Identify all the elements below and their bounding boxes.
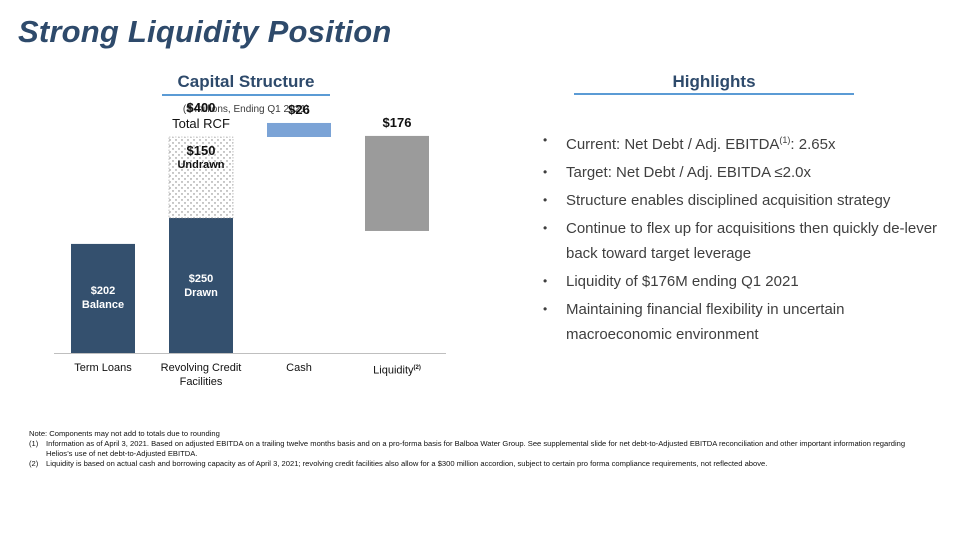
- highlight-footnote-ref: (1): [779, 135, 791, 145]
- highlight-text: Structure enables disciplined acquisitio…: [566, 192, 891, 209]
- bar-segment-label-1: $250 Drawn: [169, 272, 233, 300]
- highlight-item: • Structure enables disciplined acquisiti…: [540, 188, 940, 213]
- bar-segment-text-2: Undrawn: [177, 159, 225, 171]
- capital-structure-heading: Capital Structure: [177, 72, 315, 91]
- bar-segment-3: [267, 122, 331, 137]
- bar-segment-value-1: $250: [188, 272, 214, 285]
- bullet-icon: •: [543, 165, 548, 179]
- highlights-rule: [574, 93, 854, 95]
- highlight-text: Continue to flex up for acquisitions the…: [566, 220, 938, 262]
- bullet-icon: •: [543, 193, 548, 207]
- footnotes: Note: Components may not add to totals d…: [29, 429, 929, 469]
- bar-segment-label-0: $202 Balance: [71, 284, 135, 312]
- footnote-item: (1) Information as of April 3, 2021. Base…: [29, 439, 929, 459]
- highlight-text-suffix: : 2.65x: [790, 136, 836, 153]
- category-label-2: Cash: [286, 362, 312, 374]
- top-label-2: $176: [347, 115, 447, 131]
- highlight-item: • Target: Net Debt / Adj. EBITDA ≤2.0x: [540, 160, 940, 185]
- page-title: Strong Liquidity Position: [18, 14, 392, 49]
- highlight-item: • Liquidity of $176M ending Q1 2021: [540, 269, 940, 294]
- capital-structure-subtitle: ($ millions, Ending Q1 2021): [182, 104, 310, 115]
- bar-segment-value-2: $150: [186, 143, 216, 158]
- category-label-1: Revolving Credit Facilities: [160, 362, 242, 388]
- footnote-header: Note: Components may not add to totals d…: [29, 429, 220, 438]
- top-label-value-2: $176: [382, 114, 412, 130]
- footnote-number: (2): [29, 459, 39, 468]
- bar-segment-text-1: Drawn: [184, 286, 218, 299]
- highlight-text: Liquidity of $176M ending Q1 2021: [566, 273, 799, 290]
- bullet-icon: •: [543, 274, 548, 288]
- bar-segment-value-0: $202: [90, 285, 116, 298]
- bar-segment-4: [365, 135, 429, 231]
- bar-segment-text-0: Balance: [81, 299, 125, 312]
- highlight-text: Target: Net Debt / Adj. EBITDA ≤2.0x: [566, 164, 812, 181]
- highlight-text: Maintaining financial flexibility in unc…: [566, 301, 845, 343]
- bar-segment-2: [168, 136, 234, 219]
- capital-structure-rule: [162, 94, 330, 96]
- highlight-item: • Continue to flex up for acquisitions th…: [540, 216, 940, 266]
- category-label-0: Term Loans: [74, 362, 132, 374]
- bullet-icon: •: [543, 302, 548, 316]
- highlight-item: • Current: Net Debt / Adj. EBITDA(1): 2.6…: [540, 128, 940, 157]
- footnote-text: Liquidity is based on actual cash and bo…: [46, 459, 768, 468]
- bar-segment-0: [71, 243, 135, 353]
- highlights-heading: Highlights: [672, 72, 756, 91]
- category-label-3: Liquidity(2): [373, 364, 421, 377]
- bar-segment-label-2: $150 Undrawn: [169, 143, 233, 172]
- bullet-icon: •: [543, 221, 548, 235]
- highlight-item: • Maintaining financial flexibility in un…: [540, 297, 940, 347]
- footnote-item: (2) Liquidity is based on actual cash and…: [29, 459, 929, 469]
- bar-segment-1: [169, 218, 233, 353]
- highlight-text: Current: Net Debt / Adj. EBITDA: [566, 136, 780, 153]
- bullet-icon: •: [543, 133, 548, 147]
- highlights-list: • Current: Net Debt / Adj. EBITDA(1): 2.6…: [540, 128, 940, 350]
- footnote-number: (1): [29, 439, 39, 448]
- top-label-sub-0: Total RCF: [172, 116, 230, 131]
- footnote-text: Information as of April 3, 2021. Based o…: [46, 439, 906, 458]
